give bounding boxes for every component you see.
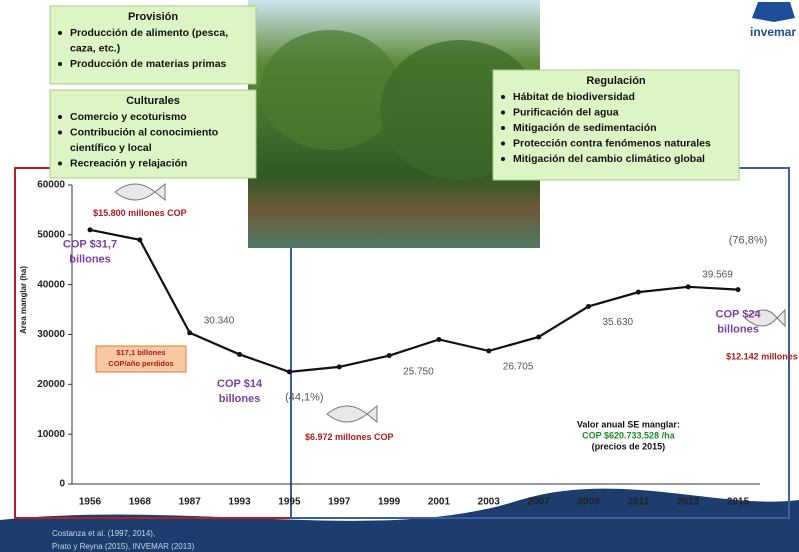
value-label: 30.340 [204, 315, 235, 326]
x-tick-label: 1995 [278, 497, 301, 508]
service-box-item: Producción de materias primas [70, 58, 227, 70]
service-box-title: Culturales [126, 95, 180, 107]
logo-mark [752, 2, 795, 22]
value-label: 35.630 [603, 317, 634, 328]
annotation: COP $620.733.528 /ha [582, 431, 675, 441]
bullet [58, 130, 62, 135]
annotation: billones [717, 323, 759, 335]
x-tick-label: 1968 [129, 497, 152, 508]
service-box-title: Regulación [586, 75, 646, 87]
x-tick-label: 1987 [179, 497, 202, 508]
x-tick-label: 1956 [79, 497, 102, 508]
data-point [87, 227, 93, 233]
annotation: billones [69, 254, 111, 266]
reference: Costanza et al. (1997, 2014), [52, 529, 155, 538]
annotation: (76,8%) [729, 235, 768, 247]
data-point [436, 336, 442, 342]
service-box [492, 69, 740, 181]
data-line [89, 228, 739, 373]
data-point [635, 289, 641, 295]
service-box [49, 5, 257, 85]
bullet [58, 161, 62, 166]
annotation: Valor anual SE manglar: [577, 420, 680, 430]
annotation: COP $31,7 [63, 239, 117, 251]
service-box-item: Contribución al conocimiento [70, 126, 218, 138]
service-box-item: Producción de alimento (pesca, [70, 27, 228, 39]
x-tick-label: 1999 [378, 497, 401, 508]
y-tick-label: 60000 [37, 180, 65, 191]
annotation: COP $14 [217, 378, 263, 390]
data-point [187, 330, 193, 336]
data-point [386, 353, 392, 359]
service-box-item: Purificación del agua [513, 106, 619, 118]
service-box-title: Provisión [128, 11, 178, 23]
y-tick-label: 40000 [37, 279, 65, 290]
reference: Prato y Reyna (2015), INVEMAR (2013) [52, 542, 195, 551]
x-tick-label: 2007 [528, 497, 551, 508]
bullet [501, 95, 505, 99]
y-tick-label: 30000 [37, 329, 65, 340]
logo-text: invemar [750, 25, 796, 39]
annotation: $12.142 millones COP [726, 351, 799, 361]
service-box [49, 89, 257, 179]
bullet [501, 110, 505, 115]
x-tick-label: 2015 [727, 497, 750, 508]
service-box-item: Mitigación de sedimentación [513, 122, 657, 134]
service-box-item: Mitigación del cambio climático global [513, 153, 705, 165]
x-tick-label: 2003 [478, 497, 501, 508]
bullet [58, 115, 62, 119]
service-box-item: Comercio y ecoturismo [70, 111, 187, 123]
x-tick-label: 2013 [677, 497, 700, 508]
service-box-item: Protección contra fenómenos naturales [513, 137, 711, 149]
service-box-item: caza, etc.) [70, 42, 120, 54]
loss-box-text: $17,1 billones [116, 348, 165, 357]
data-point [137, 237, 143, 243]
data-point [586, 303, 591, 309]
bullet [58, 31, 62, 35]
data-point [237, 351, 243, 357]
value-label: 25.750 [403, 366, 434, 377]
photo-foliage [260, 30, 400, 150]
data-point [336, 364, 342, 370]
service-box-item: Recreación y relajación [70, 157, 187, 169]
annotation: billones [219, 393, 261, 405]
data-point [685, 284, 691, 290]
x-tick-label: 1997 [328, 497, 351, 508]
bullet [58, 62, 62, 66]
y-axis-label: Area manglar (ha) [19, 266, 28, 334]
annotation: (44,1%) [285, 392, 324, 404]
y-tick-label: 0 [59, 479, 65, 490]
bullet [501, 157, 505, 161]
fish-icon [114, 182, 786, 424]
value-label: 39.569 [702, 269, 733, 280]
x-tick-label: 2011 [627, 497, 649, 508]
annotation: $15.800 millones COP [93, 208, 187, 218]
references: Costanza et al. (1997, 2014), Prato y Rey… [52, 529, 195, 551]
annotation: (precios de 2015) [592, 441, 666, 451]
x-tick-label: 2009 [577, 497, 600, 508]
loss-box-text: COP/año perdidos [108, 359, 173, 368]
footer-wave [0, 488, 799, 552]
y-tick-label: 20000 [37, 379, 65, 390]
value-label: 26.705 [503, 362, 534, 373]
annotation: COP $24 [716, 308, 762, 320]
y-tick-label: 10000 [37, 429, 65, 440]
x-tick-label: 1993 [228, 497, 251, 508]
data-point [735, 287, 741, 293]
x-tick-label: 2001 [428, 497, 451, 508]
bullet [501, 141, 505, 146]
y-tick-label: 50000 [37, 229, 65, 240]
annotation: $6.972 millones COP [305, 432, 394, 442]
service-box-item: científico y local [70, 142, 152, 154]
data-point [286, 369, 292, 375]
service-box-item: Hábitat de biodiversidad [513, 91, 635, 103]
data-point [536, 334, 542, 340]
bullet [501, 126, 505, 130]
data-point [486, 348, 492, 354]
loss-box [95, 345, 187, 373]
